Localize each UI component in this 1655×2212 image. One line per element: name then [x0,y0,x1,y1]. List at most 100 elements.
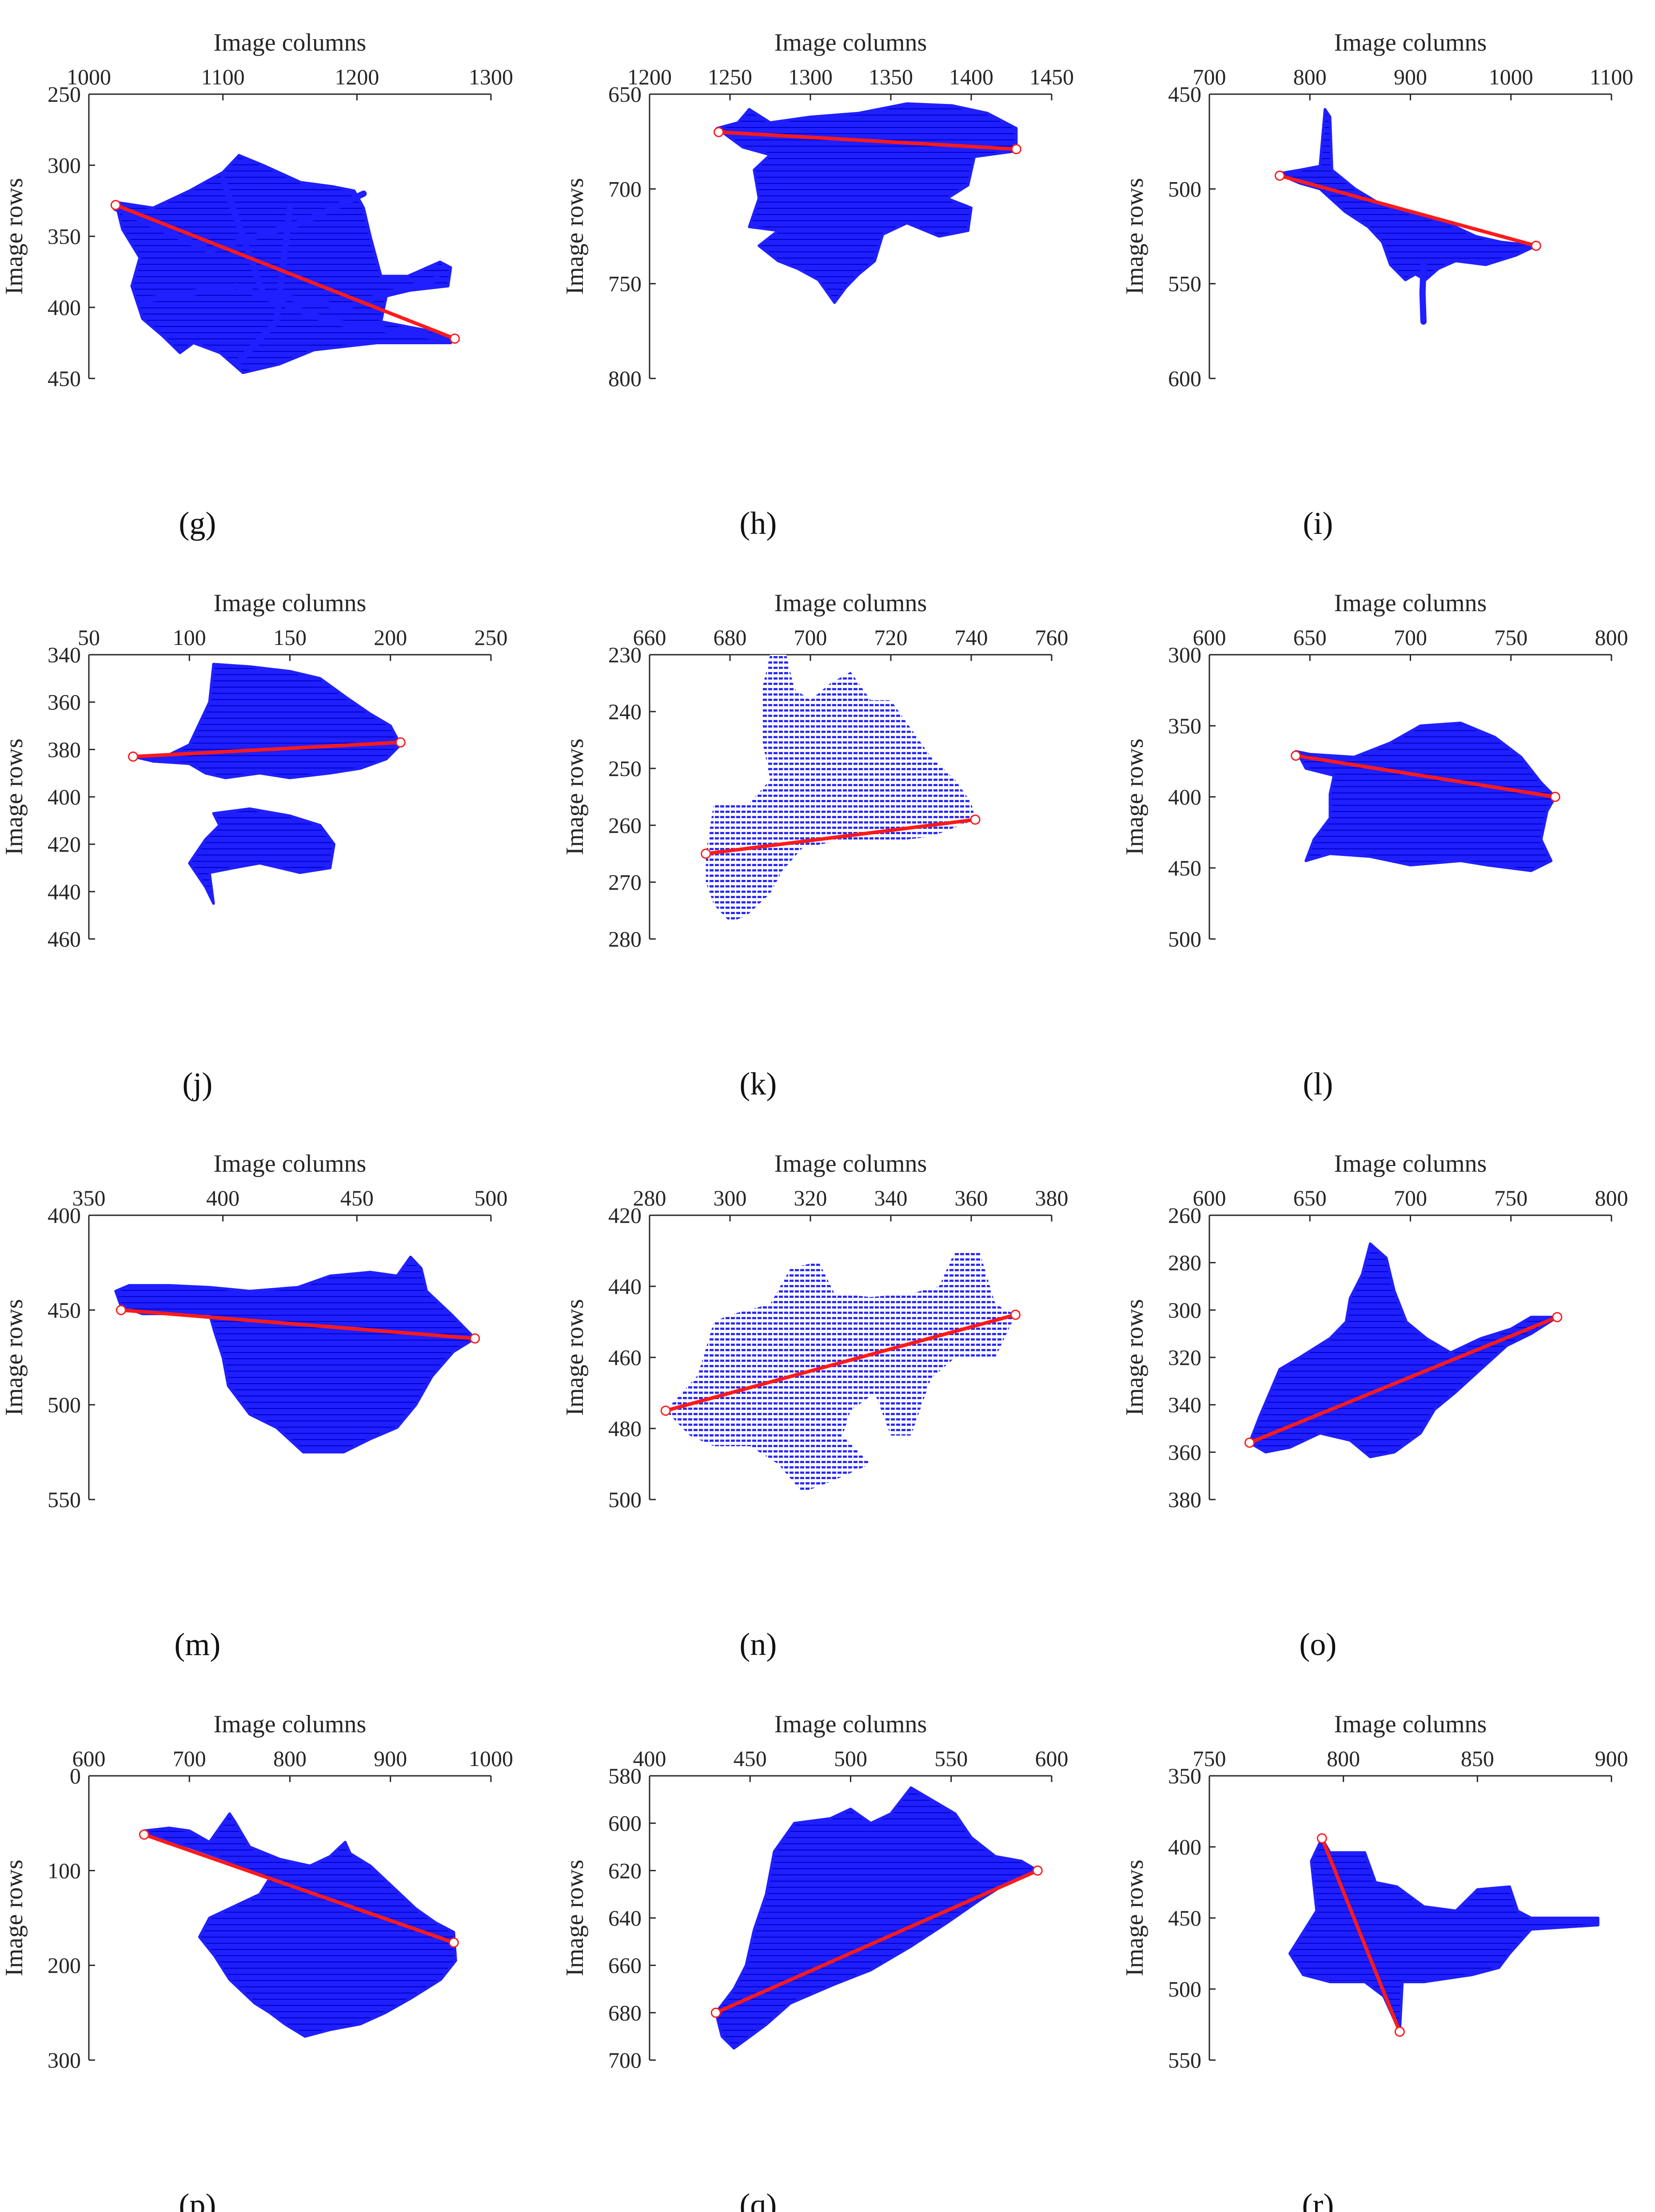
y-tick-label: 280 [1168,1250,1201,1275]
region-blob [132,663,402,780]
y-tick-label: 650 [608,82,642,107]
y-axis-title: Image rows [1121,1860,1149,1977]
y-tick-label: 620 [608,1858,642,1883]
y-tick-label: 450 [48,366,81,391]
panel-label: (h) [739,505,777,541]
line-endpoint-marker [470,1333,480,1344]
y-tick-label: 340 [1168,1392,1201,1417]
x-axis-title: Image columns [1334,1150,1487,1178]
line-endpoint-marker [1032,1865,1043,1876]
x-tick-label: 450 [734,1746,767,1771]
y-tick-label: 450 [1168,855,1201,880]
panel-n: 280 300 320 340 360 380 420 440 460 480 500 Image c… [561,1150,1069,1662]
line-endpoint-marker [395,737,406,748]
x-tick-label: 900 [374,1746,407,1771]
axis-line-fit [1248,1315,1559,1444]
x-tick-label: 1000 [1489,64,1533,89]
x-axis-title: Image columns [774,1711,927,1738]
region-branch [233,205,293,367]
panel-label: (n) [739,1627,777,1662]
x-tick-label: 750 [1494,1186,1527,1210]
axis-line-fit [1278,174,1538,248]
x-tick-label: 1350 [869,64,913,89]
line-endpoint-marker [1010,1309,1021,1320]
panel-label: (j) [182,1066,212,1102]
x-tick-label: 700 [173,1746,206,1771]
x-tick-label: 600 [1193,625,1226,650]
line-endpoint-marker [701,848,711,859]
axis-line-fit [717,130,1018,151]
y-tick-label: 750 [608,271,642,296]
axis-line-fit [1320,1836,1402,2033]
y-tick-label: 380 [48,737,81,762]
y-tick-label: 350 [1168,1763,1201,1788]
x-tick-label: 600 [72,1746,106,1771]
y-axis-title: Image rows [561,178,589,295]
y-tick-label: 100 [48,1858,81,1883]
y-tick-label: 550 [48,1487,81,1512]
y-tick-label: 360 [1168,1440,1201,1464]
y-axis-title: Image rows [561,739,589,855]
line-endpoint-marker [116,1305,126,1315]
y-tick-label: 580 [608,1763,642,1788]
panel-j: 50 100 150 200 250 340 360 380 400 420 440 460 Image… [0,589,508,1102]
region-branch [1419,262,1427,325]
x-axis-title: Image columns [1334,29,1487,56]
x-axis-title: Image columns [214,1711,367,1738]
axis-line-fit [714,1869,1040,2015]
y-axis-title: Image rows [561,1860,589,1977]
region-branch [219,176,441,310]
line-endpoint-marker [1244,1437,1255,1448]
line-endpoint-marker [660,1405,671,1416]
y-tick-label: 500 [1168,176,1201,201]
line-endpoint-marker [1550,792,1560,802]
x-axis-title: Image columns [214,1150,367,1178]
x-tick-label: 750 [1494,625,1527,650]
region-blob [1294,721,1557,872]
x-axis-title: Image columns [774,29,927,56]
region-branch [139,283,451,342]
y-tick-label: 230 [608,642,642,667]
x-tick-label: 500 [834,1746,867,1771]
x-tick-label: 300 [714,1186,747,1210]
y-axis-title: Image rows [0,739,28,855]
x-tick-label: 280 [633,1186,666,1210]
x-tick-label: 350 [72,1186,106,1210]
y-tick-label: 380 [1168,1487,1201,1512]
region-blob [114,1255,476,1454]
y-tick-label: 420 [608,1203,642,1228]
y-tick-label: 300 [1168,1297,1201,1322]
y-tick-label: 680 [608,2000,642,2025]
x-tick-label: 750 [1193,1746,1226,1771]
x-tick-label: 1100 [1590,64,1633,89]
x-tick-label: 800 [1327,1746,1360,1771]
x-tick-label: 1400 [949,64,993,89]
x-tick-label: 720 [874,625,908,650]
panel-o: 600 650 700 750 800 260 280 300 320 340 360 380 Imag… [1121,1150,1628,1662]
line-endpoint-marker [450,333,460,344]
x-axis-title: Image columns [774,1150,927,1178]
axis-line-fit [142,1833,456,1945]
y-tick-label: 400 [48,784,81,809]
region-blob [143,1812,457,2038]
x-tick-label: 700 [1193,64,1226,89]
x-tick-label: 1000 [67,64,111,89]
panel-l: 600 650 700 750 800 300 350 400 450 500 Image colu… [1121,589,1628,1102]
axis-line-fit [131,740,403,759]
y-tick-label: 700 [608,176,642,201]
y-tick-label: 300 [48,2048,81,2073]
region-blob-secondary [188,807,335,905]
line-endpoint-marker [448,1937,459,1948]
region-blob [666,1251,1016,1492]
y-tick-label: 280 [608,927,642,951]
x-axis-title: Image columns [214,589,367,617]
y-tick-label: 440 [608,1274,642,1299]
x-tick-label: 340 [874,1186,908,1210]
x-tick-label: 650 [1293,625,1327,650]
x-axis-title: Image columns [214,29,367,56]
panel-label: (m) [174,1627,220,1662]
y-tick-label: 260 [1168,1203,1201,1228]
x-tick-label: 200 [374,625,407,650]
x-tick-label: 740 [955,625,988,650]
